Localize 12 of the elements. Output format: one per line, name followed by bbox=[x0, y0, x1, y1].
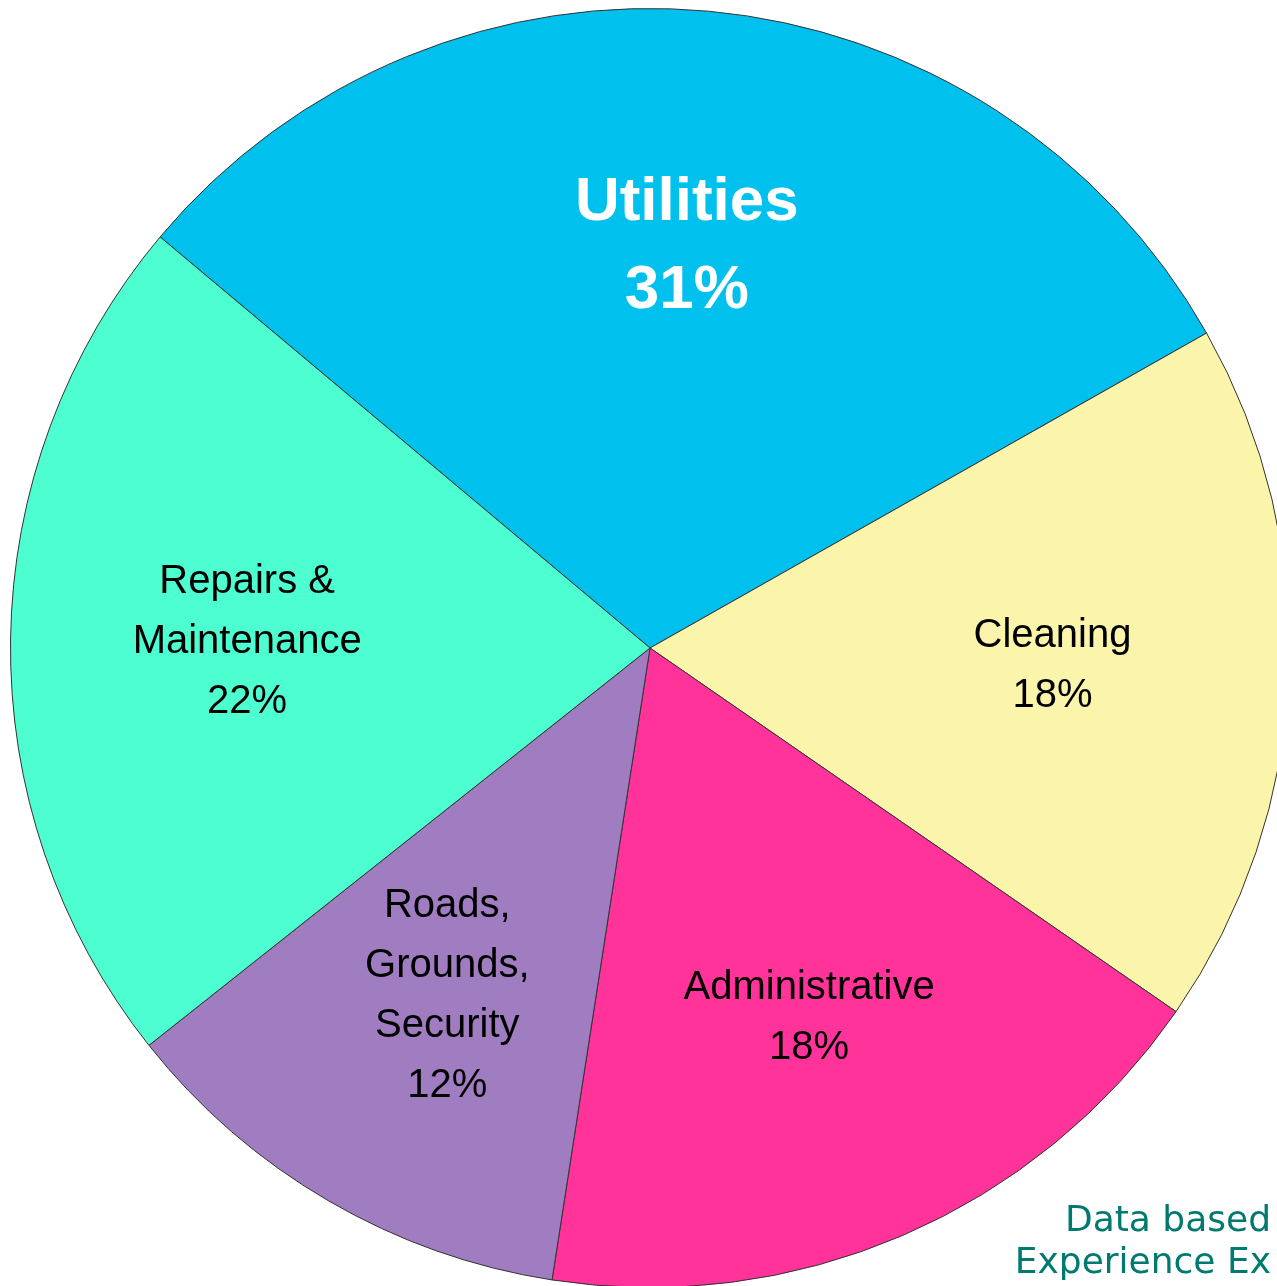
data-label: 18% bbox=[1012, 671, 1093, 716]
data-label: 22% bbox=[207, 677, 288, 722]
data-label: 18% bbox=[769, 1023, 850, 1068]
slice-label: Cleaning bbox=[973, 611, 1132, 656]
slice-label: Roads, Grounds, Security bbox=[365, 881, 530, 1046]
data-label: 12% bbox=[407, 1061, 488, 1106]
data-label: 31% bbox=[624, 251, 749, 321]
slice-label: Repairs & Maintenance bbox=[132, 557, 362, 662]
slice-label: Administrative bbox=[683, 963, 935, 1008]
slice-label: Utilities bbox=[574, 163, 799, 233]
text: Data based bbox=[1063, 1198, 1271, 1240]
text: Experience Ex bbox=[1014, 1240, 1271, 1282]
